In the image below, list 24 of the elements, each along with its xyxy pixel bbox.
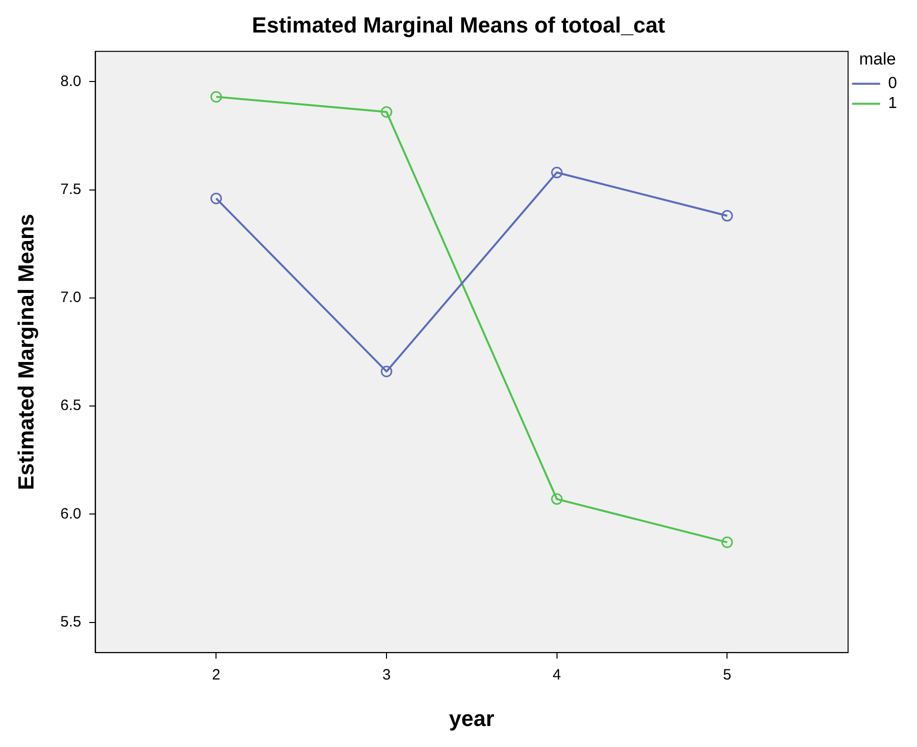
y-tick-label: 6.0: [60, 505, 82, 522]
y-tick-label: 7.0: [60, 289, 82, 306]
y-tick-label: 7.5: [60, 180, 82, 198]
point: [551, 493, 563, 505]
y-tick-label: 8.0: [60, 72, 82, 90]
point: [721, 210, 733, 222]
point: [380, 106, 392, 118]
legend-title: male: [859, 50, 896, 69]
x-tick-label: 2: [212, 666, 220, 684]
legend-label: 1: [888, 95, 898, 112]
legend-label: 0: [888, 75, 898, 92]
x-axis-title: year: [449, 706, 495, 731]
point: [210, 91, 222, 103]
y-axis-title: Estimated Marginal Means: [13, 214, 38, 490]
point: [721, 536, 733, 548]
x-tick-label: 4: [552, 666, 562, 684]
chart-title: Estimated Marginal Means of totoal_cat: [252, 12, 666, 38]
y-tick-label: 6.5: [60, 397, 82, 414]
y-tick-label: 5.5: [60, 613, 82, 630]
point: [210, 192, 222, 204]
x-tick-label: 5: [722, 666, 732, 684]
x-tick-label: 3: [382, 666, 391, 684]
point: [380, 366, 392, 378]
point: [551, 166, 563, 178]
